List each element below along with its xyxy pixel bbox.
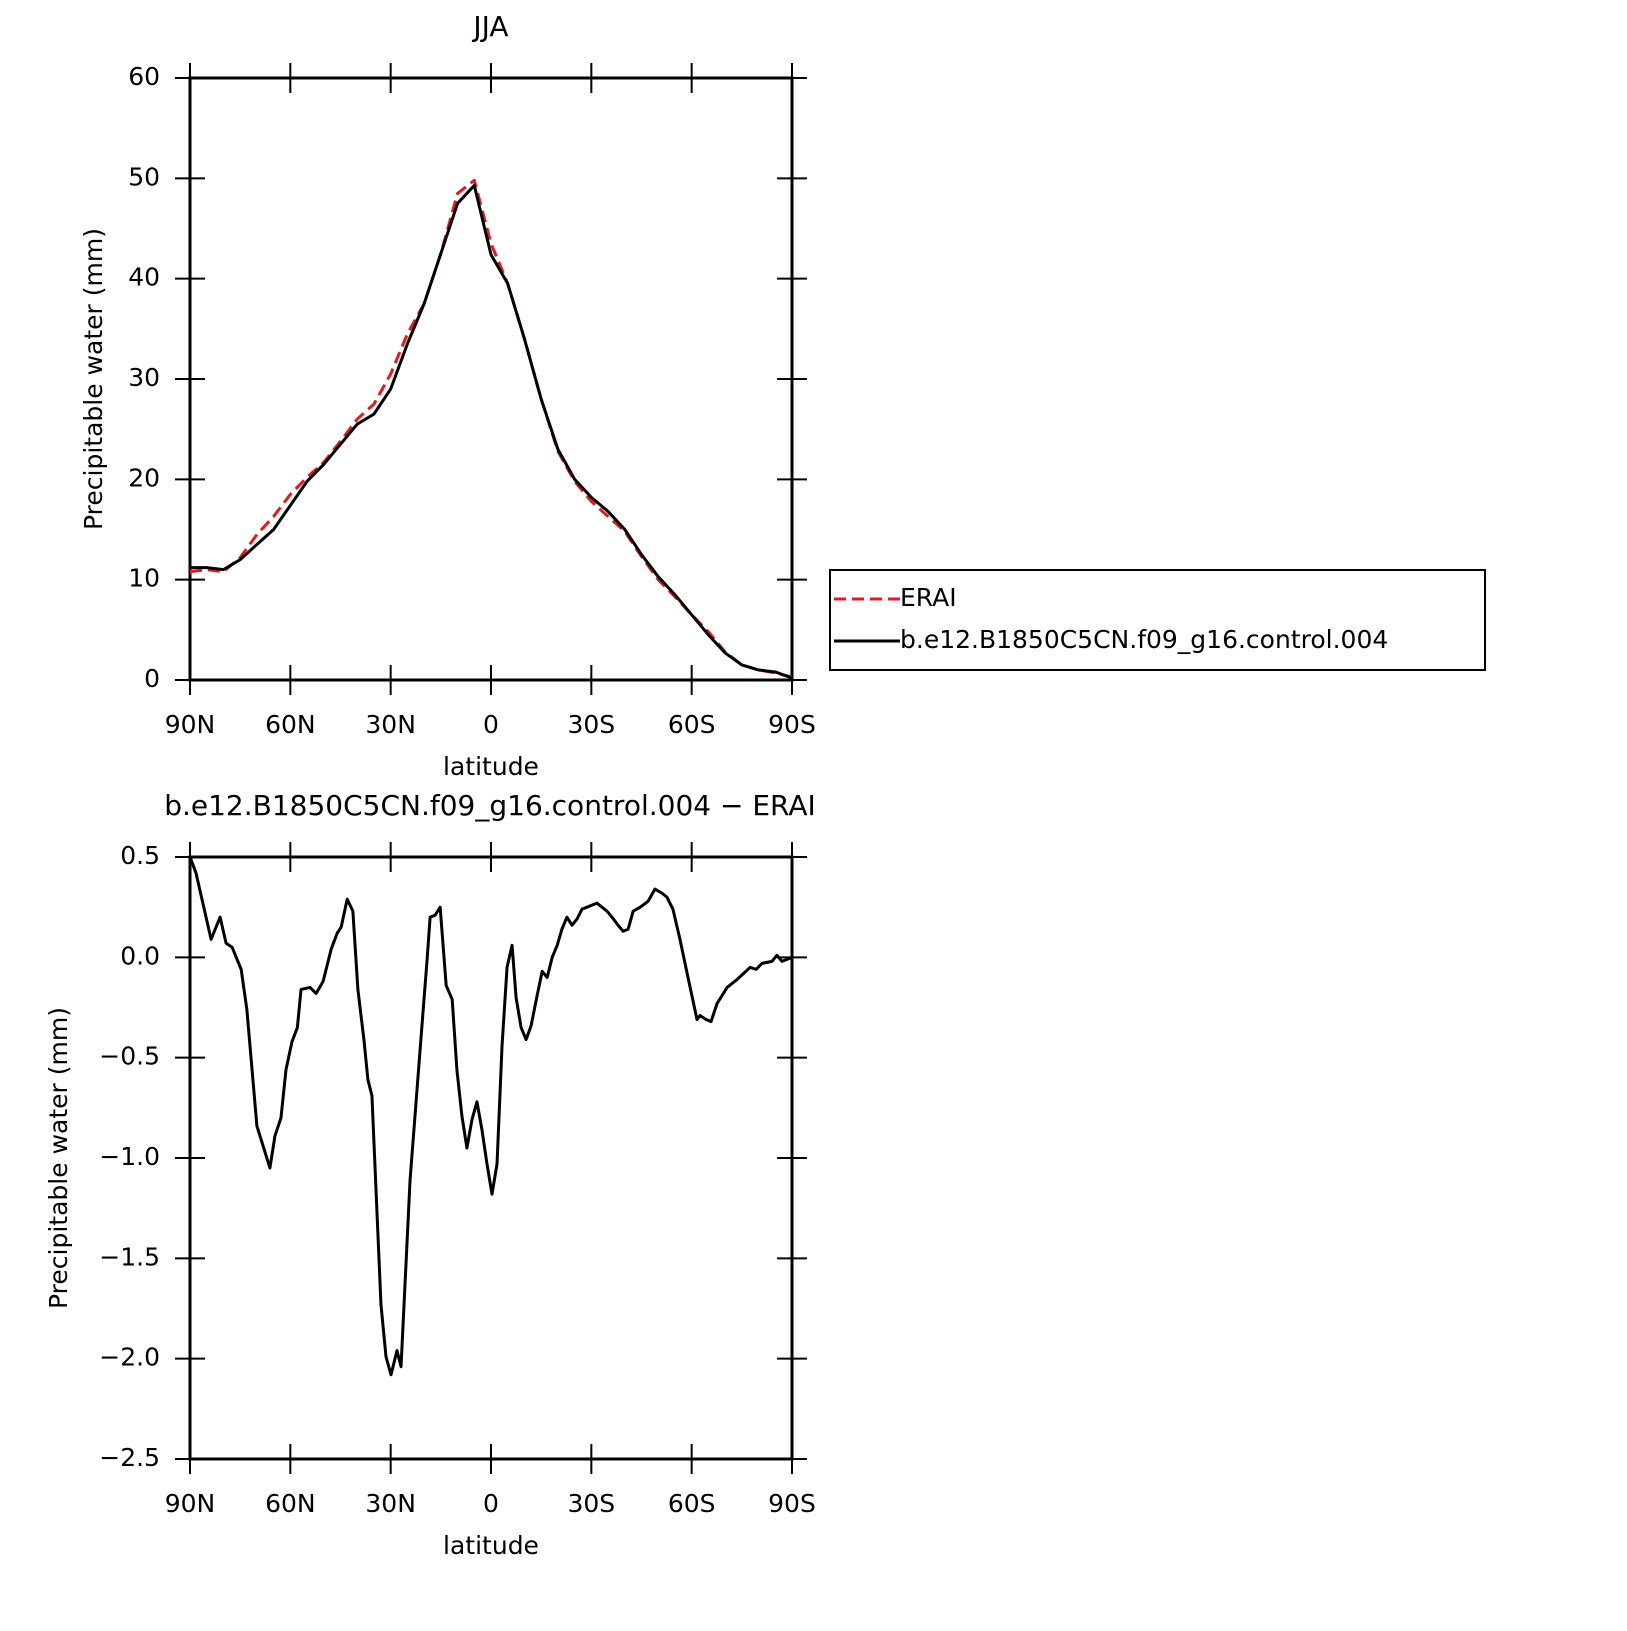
x-tick-label: 60S (668, 1489, 716, 1518)
plot-frame (188, 76, 794, 682)
y-tick-label: −2.0 (99, 1343, 160, 1372)
y-tick-label: −0.5 (99, 1042, 160, 1071)
y-axis-label: Precipitable water (mm) (44, 1007, 73, 1309)
x-tick-label: 90N (165, 710, 216, 739)
y-tick-label: −2.5 (99, 1443, 160, 1472)
y-tick-label: 0.0 (120, 941, 160, 970)
y-tick-label: 10 (128, 564, 160, 593)
plot-frame (188, 855, 794, 1461)
chart-title: b.e12.B1850C5CN.f09_g16.control.004 − ER… (164, 789, 816, 822)
data-line (190, 183, 793, 680)
x-tick-label: 60N (265, 710, 316, 739)
y-tick-label: 0 (144, 664, 160, 693)
x-tick-label: 60S (668, 710, 716, 739)
x-axis-label: latitude (443, 752, 539, 781)
legend-box (829, 569, 1486, 671)
y-tick-label: 50 (128, 162, 160, 191)
legend-label: b.e12.B1850C5CN.f09_g16.control.004 (900, 625, 1388, 654)
x-tick-label: 90S (768, 1489, 816, 1518)
x-tick-label: 0 (483, 710, 499, 739)
data-line (189, 178, 793, 679)
y-tick-label: 40 (128, 263, 160, 292)
chart-title: JJA (471, 10, 508, 43)
y-tick-label: 60 (128, 62, 160, 91)
y-tick-label: 30 (128, 363, 160, 392)
y-tick-label: 0.5 (120, 841, 160, 870)
x-axis-label: latitude (443, 1531, 539, 1560)
legend-label: ERAI (900, 583, 957, 612)
x-tick-label: 30S (567, 710, 615, 739)
y-tick-label: −1.5 (99, 1242, 160, 1271)
x-tick-label: 30N (365, 1489, 416, 1518)
y-tick-label: −1.0 (99, 1142, 160, 1171)
y-tick-label: 20 (128, 463, 160, 492)
y-axis-label: Precipitable water (mm) (79, 228, 108, 530)
data-line (188, 856, 793, 1377)
x-tick-label: 30N (365, 710, 416, 739)
x-tick-label: 60N (265, 1489, 316, 1518)
x-tick-label: 0 (483, 1489, 499, 1518)
x-tick-label: 30S (567, 1489, 615, 1518)
x-tick-label: 90S (768, 710, 816, 739)
x-tick-label: 90N (165, 1489, 216, 1518)
